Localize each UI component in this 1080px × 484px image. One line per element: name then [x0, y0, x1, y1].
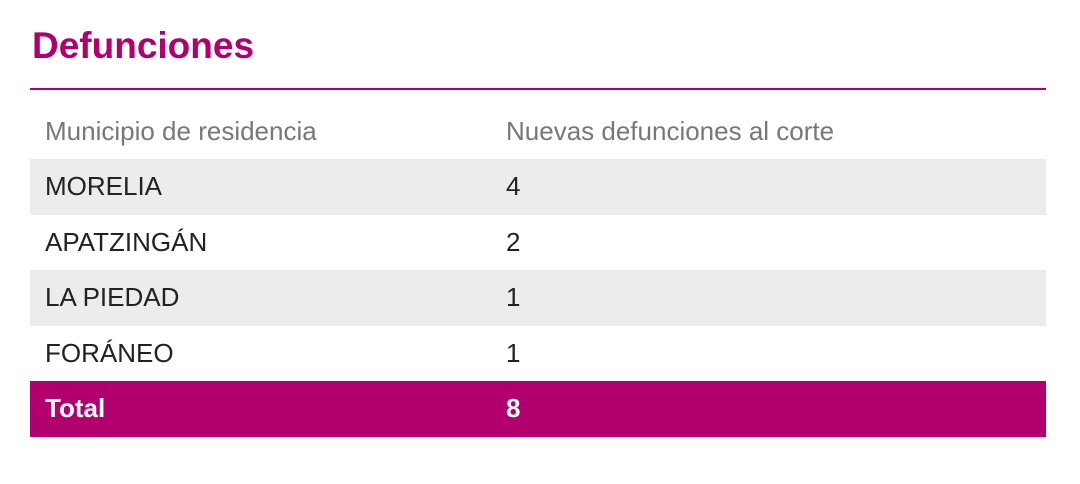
- total-value: 8: [506, 393, 521, 424]
- municipio-cell: APATZINGÁN: [45, 226, 208, 257]
- defunciones-cell: 1: [506, 282, 521, 313]
- title-divider: [30, 88, 1046, 90]
- table-row: LA PIEDAD 1: [30, 270, 1046, 326]
- defunciones-cell: 4: [506, 171, 521, 202]
- total-row: Total 8: [30, 381, 1046, 437]
- page-title: Defunciones: [32, 25, 255, 66]
- municipio-cell: FORÁNEO: [45, 337, 174, 368]
- municipio-cell: MORELIA: [45, 171, 163, 202]
- defunciones-cell: 1: [506, 337, 521, 368]
- total-label: Total: [45, 393, 106, 424]
- header-defunciones: Nuevas defunciones al corte: [506, 116, 835, 146]
- table-row: FORÁNEO 1: [30, 326, 1046, 382]
- municipio-cell: LA PIEDAD: [45, 282, 180, 313]
- defunciones-cell: 2: [506, 226, 521, 257]
- header-municipio: Municipio de residencia: [45, 116, 317, 146]
- table-row: MORELIA 4: [30, 159, 1046, 215]
- table-row: APATZINGÁN 2: [30, 215, 1046, 271]
- deaths-table: Municipio de residencia Nuevas defuncion…: [30, 104, 1046, 437]
- table-header-row: Municipio de residencia Nuevas defuncion…: [30, 104, 1046, 159]
